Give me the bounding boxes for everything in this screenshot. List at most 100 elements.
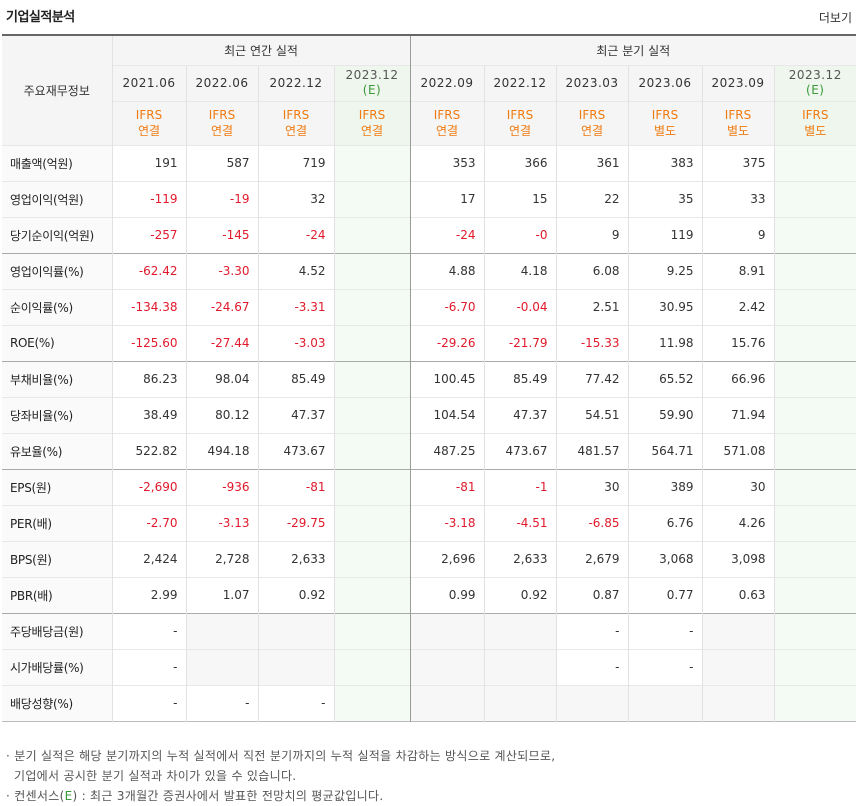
data-cell bbox=[409, 684, 484, 721]
data-cell: -257 bbox=[111, 216, 186, 253]
table-row: 순이익률(%) -134.38 -24.67 -3.31 -6.70 -0.04 2.51 3… bbox=[2, 288, 857, 325]
footnote-2: · 컨센서스(E) : 최근 3개월간 증권사에서 발표한 전망치의 평균값입니… bbox=[6, 789, 384, 803]
accounting-standard: IFRS 연결 bbox=[185, 100, 258, 145]
data-cell: -3.18 bbox=[409, 504, 484, 541]
data-cell: -29.75 bbox=[257, 504, 334, 541]
data-cell: 22 bbox=[555, 180, 628, 217]
row-label: ROE(%) bbox=[2, 324, 112, 361]
data-cell: 17 bbox=[409, 180, 484, 217]
data-cell: 66.96 bbox=[701, 360, 774, 397]
data-cell: 1.07 bbox=[185, 576, 258, 613]
data-cell bbox=[773, 216, 857, 253]
data-cell: 191 bbox=[111, 144, 186, 181]
data-cell bbox=[701, 684, 774, 721]
table-row: 영업이익률(%) -62.42 -3.30 4.52 4.88 4.18 6.08 9.25 8… bbox=[2, 252, 857, 289]
row-label: 순이익률(%) bbox=[2, 288, 112, 325]
data-cell: 4.18 bbox=[483, 252, 556, 289]
data-cell: - bbox=[555, 648, 628, 685]
data-cell bbox=[773, 288, 857, 325]
period-header: 2023.03 bbox=[555, 64, 628, 101]
accounting-standard: IFRS 연결 bbox=[483, 100, 556, 145]
data-cell: 2,633 bbox=[257, 540, 334, 577]
data-cell: 71.94 bbox=[701, 396, 774, 433]
data-cell bbox=[773, 396, 857, 433]
data-cell: 366 bbox=[483, 144, 556, 181]
data-cell: 2.42 bbox=[701, 288, 774, 325]
row-label: EPS(원) bbox=[2, 468, 112, 505]
data-cell: -21.79 bbox=[483, 324, 556, 361]
table-row: EPS(원) -2,690 -936 -81 -81 -1 30 389 30 bbox=[2, 468, 857, 505]
data-cell: 3,098 bbox=[701, 540, 774, 577]
data-cell: -6.85 bbox=[555, 504, 628, 541]
data-cell bbox=[773, 684, 857, 721]
data-cell bbox=[773, 180, 857, 217]
data-cell: -3.31 bbox=[257, 288, 334, 325]
data-cell bbox=[333, 684, 410, 721]
data-cell bbox=[773, 504, 857, 541]
data-cell: 8.91 bbox=[701, 252, 774, 289]
data-cell: 2,728 bbox=[185, 540, 258, 577]
data-cell bbox=[701, 648, 774, 685]
data-cell bbox=[333, 396, 410, 433]
data-cell bbox=[333, 180, 410, 217]
data-cell: -134.38 bbox=[111, 288, 186, 325]
data-cell: -2.70 bbox=[111, 504, 186, 541]
data-cell: 32 bbox=[257, 180, 334, 217]
data-cell: 9 bbox=[555, 216, 628, 253]
data-cell bbox=[257, 648, 334, 685]
data-cell: 375 bbox=[701, 144, 774, 181]
data-cell: 2.51 bbox=[555, 288, 628, 325]
data-cell: -3.13 bbox=[185, 504, 258, 541]
accounting-standard: IFRS 별도 bbox=[627, 100, 702, 145]
data-cell: 6.08 bbox=[555, 252, 628, 289]
data-cell bbox=[333, 612, 410, 649]
period-header: 2021.06 bbox=[111, 64, 186, 101]
accounting-standard: IFRS 연결 bbox=[257, 100, 334, 145]
accounting-standard: IFRS 연결 bbox=[409, 100, 484, 145]
table-row: 시가배당률(%) - - - bbox=[2, 648, 857, 685]
data-cell: 2,679 bbox=[555, 540, 628, 577]
row-label: 시가배당률(%) bbox=[2, 648, 112, 685]
data-cell bbox=[773, 612, 857, 649]
data-cell: 6.76 bbox=[627, 504, 702, 541]
data-cell: -81 bbox=[257, 468, 334, 505]
data-cell: 11.98 bbox=[627, 324, 702, 361]
table-row: 영업이익(억원) -119 -19 32 17 15 22 35 33 bbox=[2, 180, 857, 217]
data-cell: -27.44 bbox=[185, 324, 258, 361]
data-cell bbox=[333, 468, 410, 505]
row-label: 영업이익률(%) bbox=[2, 252, 112, 289]
data-cell bbox=[773, 144, 857, 181]
data-cell: 30 bbox=[701, 468, 774, 505]
period-header: 2022.09 bbox=[409, 64, 484, 101]
data-cell: - bbox=[111, 612, 186, 649]
data-cell: 2,633 bbox=[483, 540, 556, 577]
data-cell bbox=[333, 252, 410, 289]
more-link[interactable]: 더보기 bbox=[818, 11, 852, 25]
data-cell: -119 bbox=[111, 180, 186, 217]
quarterly-group-header: 최근 분기 실적 bbox=[409, 35, 857, 65]
data-cell: 54.51 bbox=[555, 396, 628, 433]
data-cell bbox=[333, 432, 410, 469]
data-cell bbox=[773, 540, 857, 577]
data-cell: - bbox=[111, 684, 186, 721]
data-cell: 383 bbox=[627, 144, 702, 181]
data-cell: 2.99 bbox=[111, 576, 186, 613]
data-cell: -3.03 bbox=[257, 324, 334, 361]
period-header: 2023.12 (E) bbox=[773, 64, 857, 101]
data-cell: 15.76 bbox=[701, 324, 774, 361]
period-row: 2021.06 2022.06 2022.12 2023.12 (E) 2022.09 20… bbox=[2, 64, 857, 101]
data-cell: -24.67 bbox=[185, 288, 258, 325]
data-cell: -2,690 bbox=[111, 468, 186, 505]
row-label: 주당배당금(원) bbox=[2, 612, 112, 649]
data-cell: - bbox=[627, 648, 702, 685]
data-cell: 571.08 bbox=[701, 432, 774, 469]
data-cell: 80.12 bbox=[185, 396, 258, 433]
data-cell: -936 bbox=[185, 468, 258, 505]
data-cell: 2,424 bbox=[111, 540, 186, 577]
period-header: 2023.09 bbox=[701, 64, 774, 101]
table-row: BPS(원) 2,424 2,728 2,633 2,696 2,633 2,679 3,06… bbox=[2, 540, 857, 577]
data-cell bbox=[483, 648, 556, 685]
table-row: ROE(%) -125.60 -27.44 -3.03 -29.26 -21.79 -15.… bbox=[2, 324, 857, 361]
data-cell: 0.63 bbox=[701, 576, 774, 613]
data-cell bbox=[483, 684, 556, 721]
